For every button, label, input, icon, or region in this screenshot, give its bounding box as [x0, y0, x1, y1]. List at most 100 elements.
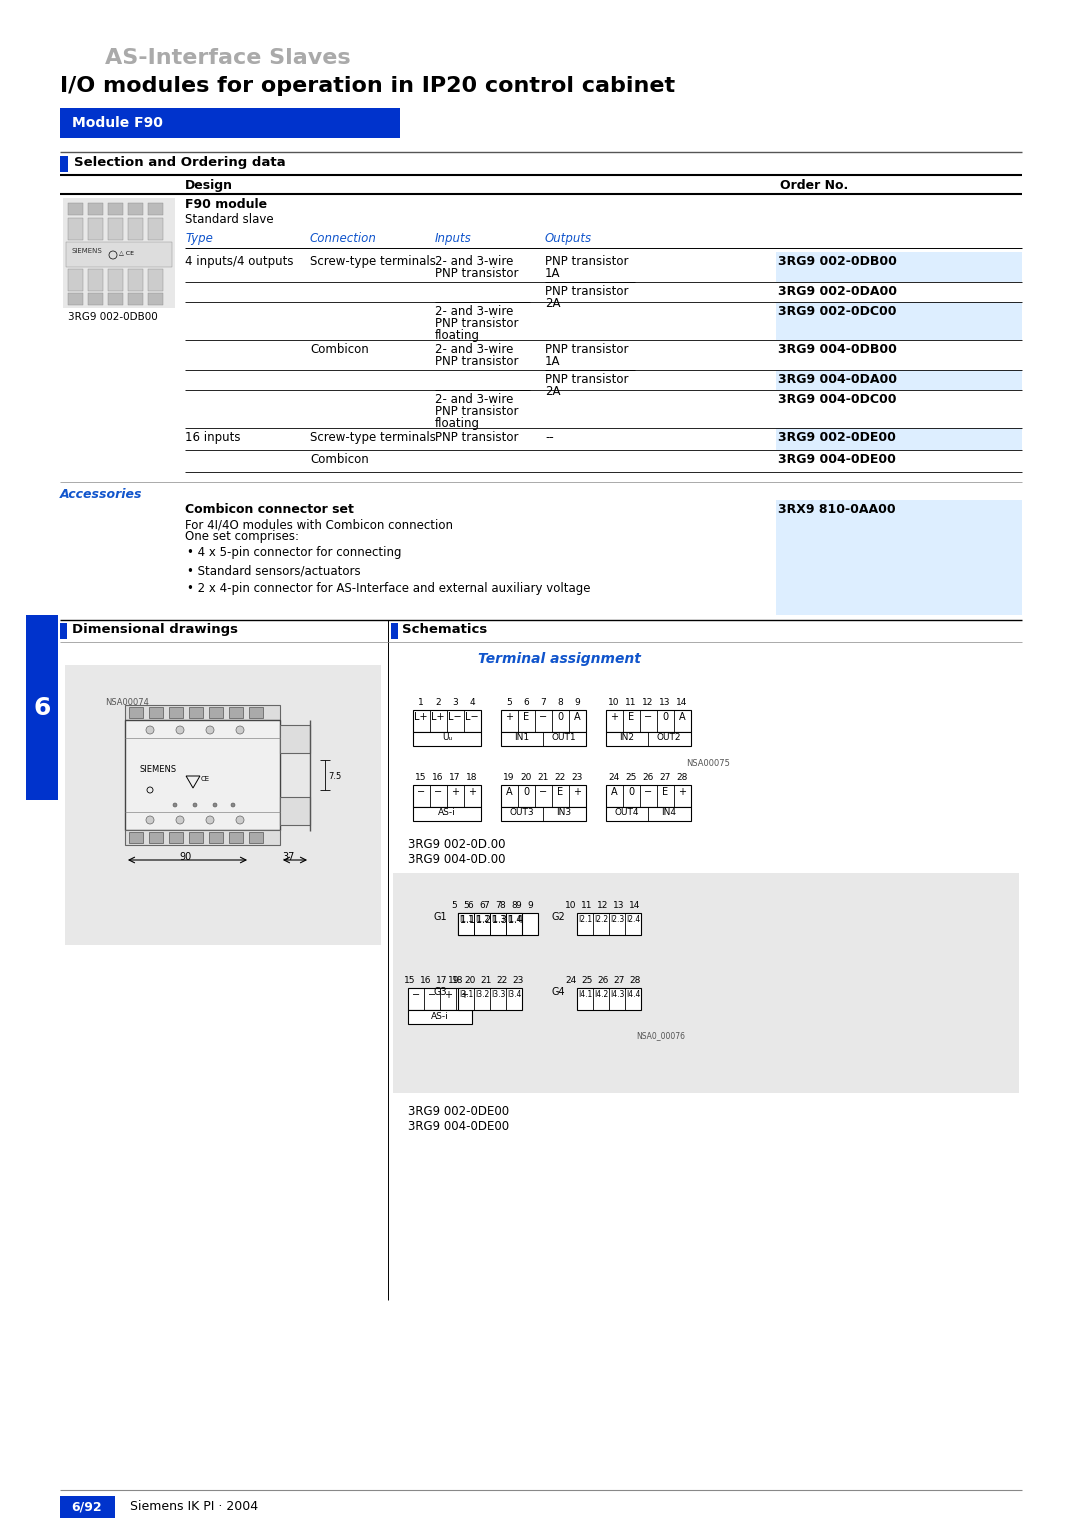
Text: A: A	[573, 712, 580, 723]
Text: Selection and Ordering data: Selection and Ordering data	[75, 156, 285, 170]
Text: −: −	[539, 787, 548, 798]
Text: 27: 27	[659, 773, 671, 782]
Text: E: E	[523, 712, 529, 723]
Bar	[210, 707, 222, 718]
Text: 23: 23	[512, 976, 524, 986]
Text: 24: 24	[565, 976, 577, 986]
Text: IN3: IN3	[556, 808, 571, 817]
Bar	[777, 303, 1022, 341]
Text: I2.3: I2.3	[610, 915, 624, 924]
Text: I1.4: I1.4	[505, 915, 523, 924]
Text: 8: 8	[511, 902, 517, 911]
Text: Outputs: Outputs	[545, 232, 592, 244]
Text: I3.2: I3.2	[475, 990, 489, 999]
Text: PNP transistor: PNP transistor	[435, 354, 518, 368]
Bar	[777, 370, 1022, 390]
Bar	[87, 269, 103, 290]
Bar	[87, 219, 103, 240]
Text: 10: 10	[608, 698, 620, 707]
Text: I2.1: I2.1	[578, 915, 592, 924]
Text: 22: 22	[497, 976, 508, 986]
Bar	[87, 203, 103, 215]
Text: Combicon connector set: Combicon connector set	[185, 503, 354, 516]
Text: −: −	[539, 712, 548, 723]
Circle shape	[237, 726, 244, 733]
Text: --: --	[545, 431, 554, 445]
Text: +: +	[451, 787, 459, 798]
Text: Module F90: Module F90	[72, 116, 163, 130]
Text: 13: 13	[659, 698, 671, 707]
Text: I4.2: I4.2	[594, 990, 608, 999]
Bar	[60, 156, 68, 173]
Bar	[189, 707, 203, 718]
Bar	[148, 269, 163, 290]
Text: 16 inputs: 16 inputs	[185, 431, 241, 445]
Bar	[501, 711, 586, 732]
Bar	[501, 732, 586, 746]
Text: I3.1: I3.1	[459, 990, 473, 999]
Text: 2- and 3-wire: 2- and 3-wire	[435, 255, 513, 267]
Text: 28: 28	[630, 976, 640, 986]
Text: 14: 14	[676, 698, 688, 707]
Text: G3: G3	[433, 987, 447, 996]
Text: 16: 16	[432, 773, 444, 782]
Bar	[68, 203, 83, 215]
Text: Screw-type terminals: Screw-type terminals	[310, 431, 436, 445]
Text: A: A	[610, 787, 618, 798]
Bar	[229, 833, 243, 843]
Text: 0: 0	[523, 787, 529, 798]
Bar	[148, 293, 163, 306]
Text: 3RG9 002-0DB00: 3RG9 002-0DB00	[68, 312, 158, 322]
Text: CE: CE	[201, 776, 211, 782]
Bar	[606, 807, 691, 821]
Text: I1.1: I1.1	[457, 915, 475, 924]
Text: PNP transistor: PNP transistor	[545, 255, 629, 267]
Text: • Standard sensors/actuators: • Standard sensors/actuators	[187, 564, 361, 578]
Text: 15: 15	[404, 976, 416, 986]
Text: I1.2: I1.2	[475, 915, 489, 924]
Text: 7.5: 7.5	[328, 772, 341, 781]
Bar	[413, 732, 481, 746]
Circle shape	[173, 804, 177, 807]
Text: 3RG9 002-0D.00
3RG9 004-0D.00: 3RG9 002-0D.00 3RG9 004-0D.00	[408, 837, 505, 866]
Bar	[129, 203, 143, 215]
Bar	[148, 203, 163, 215]
Text: I1.2: I1.2	[473, 915, 491, 924]
Text: Design: Design	[185, 179, 233, 193]
Text: 2- and 3-wire: 2- and 3-wire	[435, 306, 513, 318]
Text: 2A: 2A	[545, 296, 561, 310]
Text: I4.1: I4.1	[578, 990, 592, 999]
Text: Dimensional drawings: Dimensional drawings	[72, 623, 238, 636]
Text: −: −	[434, 787, 442, 798]
Text: 37: 37	[282, 853, 295, 862]
Text: 6: 6	[480, 902, 485, 911]
Bar	[68, 293, 83, 306]
Text: OUT2: OUT2	[657, 733, 681, 743]
Text: 15: 15	[415, 773, 427, 782]
Text: 0: 0	[627, 787, 634, 798]
Text: OUT1: OUT1	[552, 733, 577, 743]
Bar	[229, 707, 243, 718]
Text: 20: 20	[521, 773, 531, 782]
Circle shape	[213, 804, 217, 807]
Bar	[413, 807, 481, 821]
Bar	[129, 707, 143, 718]
Text: 3RG9 002-0DA00: 3RG9 002-0DA00	[778, 286, 897, 298]
Text: One set comprises:: One set comprises:	[185, 530, 299, 542]
Text: For 4I/4O modules with Combicon connection: For 4I/4O modules with Combicon connecti…	[185, 518, 453, 532]
Bar	[391, 623, 399, 639]
Bar	[65, 665, 381, 944]
Bar	[408, 1010, 472, 1024]
Text: Uᵤ: Uᵤ	[442, 733, 453, 743]
Bar	[125, 720, 280, 830]
Bar	[125, 704, 280, 720]
Text: NSA0_00076: NSA0_00076	[636, 1031, 685, 1041]
Bar	[108, 269, 123, 290]
Text: Inputs: Inputs	[435, 232, 472, 244]
Text: 7: 7	[483, 902, 489, 911]
Text: +: +	[460, 990, 468, 999]
Text: −: −	[644, 712, 652, 723]
Text: Screw-type terminals: Screw-type terminals	[310, 255, 436, 267]
Bar	[129, 833, 143, 843]
Text: 11: 11	[625, 698, 637, 707]
